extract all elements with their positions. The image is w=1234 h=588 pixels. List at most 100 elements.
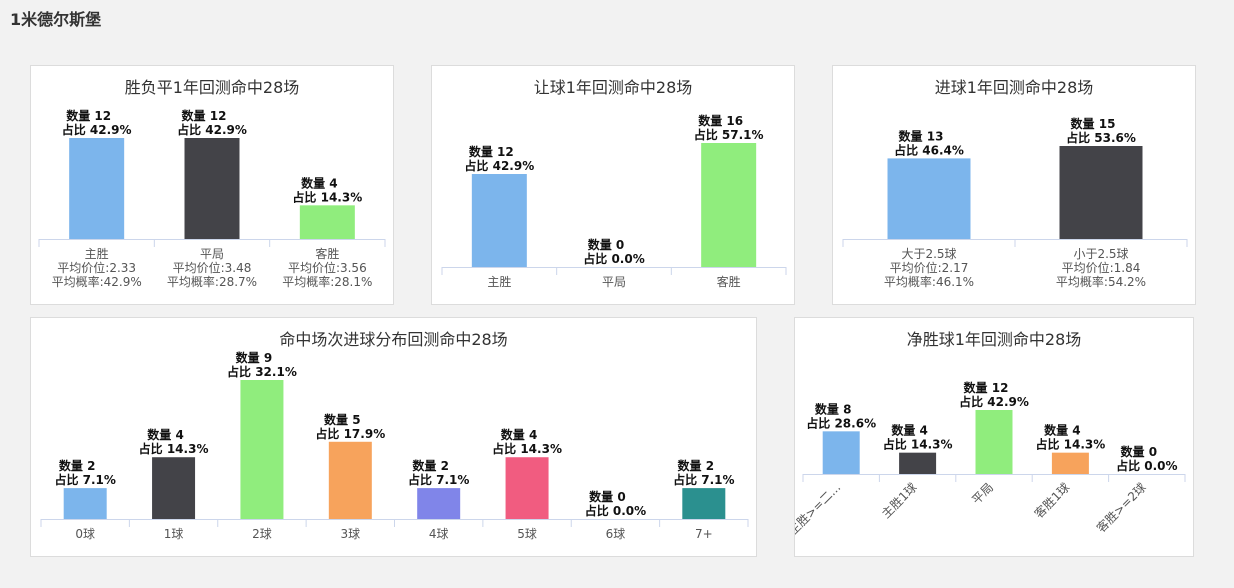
category-label: 主胜: [85, 246, 109, 261]
chart-panel-goal-difference: 净胜球1年回测命中28场 数量 8 占比 28.6% 主胜>=二... 数量 4 占比 …: [794, 317, 1194, 557]
bar: [822, 431, 860, 474]
category-label: 5球: [517, 527, 537, 541]
bar: [471, 174, 527, 267]
chart-panel-goals: 进球1年回测命中28场 数量 13 占比 46.4% 大于2.5球 平均价位:2.17…: [832, 65, 1196, 305]
category-label: 客胜: [717, 274, 741, 289]
data-label-percent: 占比 14.3%: [883, 437, 953, 452]
data-label-count: 数量 12: [66, 108, 111, 123]
data-label-count: 数量 12: [964, 380, 1009, 395]
category-label: 平均概率:54.2%: [1056, 274, 1146, 289]
data-label-percent: 占比 28.6%: [806, 415, 876, 430]
chart-panel-handicap: 让球1年回测命中28场 数量 12 占比 42.9% 主胜 数量 0 占比 0.0% 平局…: [431, 65, 795, 305]
data-label-count: 数量 13: [899, 128, 944, 143]
category-label: 平均概率:28.1%: [282, 274, 372, 289]
data-label-percent: 占比 17.9%: [315, 426, 385, 441]
category-label: 6球: [606, 527, 626, 541]
data-label-percent: 占比 14.3%: [139, 441, 209, 456]
chart-title: 让球1年回测命中28场: [533, 78, 693, 97]
chart-title: 进球1年回测命中28场: [934, 78, 1094, 97]
data-label-percent: 占比 42.9%: [464, 158, 534, 173]
bar: [899, 452, 937, 474]
chart-title: 胜负平1年回测命中28场: [124, 78, 300, 97]
bar: [240, 380, 284, 519]
bar: [682, 488, 726, 519]
chart-title: 命中场次进球分布回测命中28场: [279, 330, 508, 349]
data-label-count: 数量 4: [301, 175, 338, 190]
bar: [701, 143, 757, 267]
data-label-count: 数量 0: [589, 489, 626, 504]
data-label-percent: 占比 53.6%: [1066, 130, 1136, 145]
category-label: 客胜: [315, 246, 339, 261]
category-label: 大于2.5球: [901, 247, 956, 261]
page-title: 1米德尔斯堡: [10, 10, 102, 29]
data-label-percent: 占比 7.1%: [408, 472, 469, 487]
bar: [299, 205, 355, 239]
category-label: 0球: [75, 527, 95, 541]
data-label-percent: 占比 42.9%: [177, 122, 247, 137]
data-label-count: 数量 5: [324, 412, 361, 427]
data-label-count: 数量 9: [236, 350, 273, 365]
category-label: 7+: [695, 527, 713, 541]
category-label: 主胜1球: [878, 480, 919, 521]
data-label-count: 数量 0: [588, 237, 625, 252]
category-label: 平局: [602, 275, 626, 289]
bar: [975, 410, 1013, 474]
bar: [328, 441, 372, 519]
chart-title: 净胜球1年回测命中28场: [906, 330, 1082, 349]
category-label: 平均概率:28.7%: [167, 274, 257, 289]
bar: [887, 158, 971, 239]
data-label-count: 数量 15: [1071, 116, 1116, 131]
data-label-count: 数量 8: [815, 401, 852, 416]
data-label-percent: 占比 7.1%: [673, 472, 734, 487]
category-label: 平均价位:1.84: [1062, 260, 1141, 275]
category-label: 2球: [252, 527, 272, 541]
data-label-percent: 占比 7.1%: [54, 472, 115, 487]
data-label-count: 数量 12: [469, 144, 514, 159]
bar: [184, 138, 240, 239]
data-label-percent: 占比 0.0%: [1116, 458, 1177, 473]
data-label-percent: 占比 14.3%: [492, 441, 562, 456]
data-label-percent: 占比 14.3%: [292, 189, 362, 204]
category-label: 平均价位:2.33: [57, 260, 136, 275]
bar: [417, 488, 461, 519]
category-label: 平均价位:3.56: [288, 260, 367, 275]
data-label-count: 数量 0: [1121, 444, 1158, 459]
category-label: 主胜: [487, 274, 511, 289]
category-label: 平均概率:42.9%: [52, 274, 142, 289]
data-label-percent: 占比 42.9%: [959, 394, 1029, 409]
data-label-count: 数量 2: [412, 458, 449, 473]
data-label-percent: 占比 0.0%: [583, 251, 644, 266]
category-label: 客胜1球: [1031, 480, 1072, 521]
category-label: 平均价位:2.17: [890, 260, 969, 275]
category-label: 平局: [969, 480, 996, 507]
data-label-percent: 占比 14.3%: [1035, 437, 1105, 452]
category-label: 客胜>=2球: [1093, 480, 1149, 536]
category-label: 平均概率:46.1%: [884, 274, 974, 289]
data-label-count: 数量 4: [147, 427, 184, 442]
chart-panel-goal-distribution: 命中场次进球分布回测命中28场 数量 2 占比 7.1% 0球 数量 4 占比 14.3…: [30, 317, 757, 557]
data-label-count: 数量 12: [182, 108, 227, 123]
data-label-count: 数量 4: [501, 427, 538, 442]
chart-panel-win-draw-loss: 胜负平1年回测命中28场 数量 12 占比 42.9% 主胜 平均价位:2.33 平均概…: [30, 65, 394, 305]
bar: [69, 138, 125, 239]
bar: [1059, 146, 1143, 239]
data-label-percent: 占比 57.1%: [694, 127, 764, 142]
data-label-count: 数量 2: [678, 458, 715, 473]
data-label-percent: 占比 0.0%: [585, 503, 646, 518]
data-label-percent: 占比 32.1%: [227, 364, 297, 379]
data-label-count: 数量 2: [59, 458, 96, 473]
data-label-count: 数量 4: [1044, 423, 1081, 438]
bar: [1051, 452, 1089, 474]
category-label: 主胜>=二...: [795, 480, 843, 538]
category-label: 平均价位:3.48: [173, 260, 252, 275]
bar: [505, 457, 549, 519]
category-label: 4球: [429, 527, 449, 541]
data-label-percent: 占比 42.9%: [62, 122, 132, 137]
category-label: 平局: [200, 247, 224, 261]
data-label-percent: 占比 46.4%: [894, 142, 964, 157]
category-label: 1球: [164, 527, 184, 541]
bar: [63, 488, 107, 519]
